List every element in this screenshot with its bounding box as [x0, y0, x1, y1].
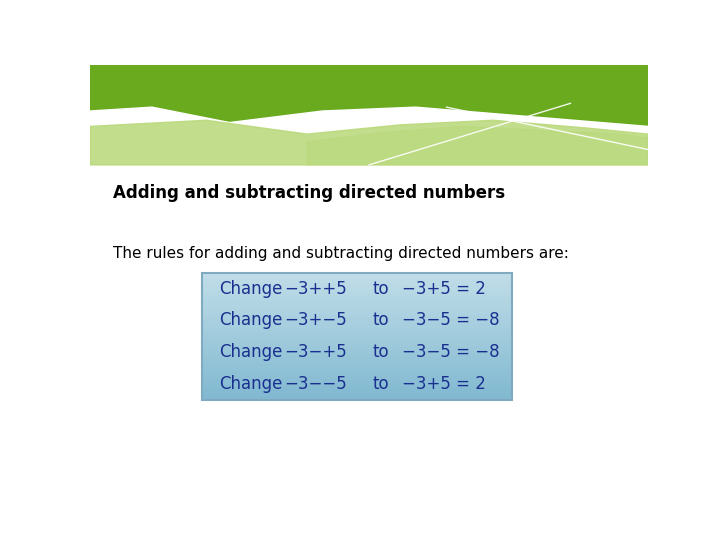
Bar: [202, 340, 513, 343]
Bar: [202, 277, 513, 279]
Bar: [202, 315, 513, 318]
Text: to: to: [373, 312, 390, 329]
Bar: [202, 381, 513, 383]
Text: −3−5 = −8: −3−5 = −8: [402, 343, 500, 361]
Bar: [202, 360, 513, 362]
Bar: [202, 374, 513, 377]
Bar: [202, 292, 513, 294]
Text: to: to: [373, 280, 390, 298]
Bar: [202, 289, 513, 292]
Bar: [202, 317, 513, 320]
Bar: [202, 300, 513, 303]
Bar: [202, 379, 513, 381]
Bar: [202, 342, 513, 345]
Text: to: to: [373, 343, 390, 361]
Polygon shape: [307, 126, 648, 165]
Bar: [202, 323, 513, 326]
Bar: [202, 326, 513, 328]
Text: −3+5 = 2: −3+5 = 2: [402, 375, 486, 393]
Bar: [202, 370, 513, 373]
Bar: [202, 368, 513, 370]
Bar: [202, 397, 513, 400]
Bar: [202, 385, 513, 387]
Bar: [202, 332, 513, 334]
Bar: [202, 366, 513, 368]
Bar: [202, 372, 513, 375]
Bar: [202, 353, 513, 356]
Bar: [202, 328, 513, 330]
Bar: [202, 273, 513, 275]
Bar: [202, 355, 513, 358]
Bar: [202, 273, 513, 400]
Text: Adding and subtracting directed numbers: Adding and subtracting directed numbers: [113, 184, 505, 202]
Bar: [202, 286, 513, 288]
Bar: [202, 395, 513, 398]
Text: −3−+5: −3−+5: [284, 343, 346, 361]
Bar: [202, 362, 513, 364]
Bar: [202, 389, 513, 392]
Bar: [202, 302, 513, 305]
Bar: [202, 357, 513, 360]
Bar: [202, 387, 513, 389]
Bar: [202, 330, 513, 333]
Text: Change: Change: [220, 280, 283, 298]
Bar: [202, 334, 513, 336]
Bar: [202, 307, 513, 309]
Bar: [202, 284, 513, 286]
Text: Change: Change: [220, 312, 283, 329]
Bar: [202, 281, 513, 284]
Text: −3+5 = 2: −3+5 = 2: [402, 280, 486, 298]
Bar: [202, 319, 513, 322]
Bar: [202, 336, 513, 339]
Bar: [202, 311, 513, 313]
Bar: [202, 351, 513, 354]
Bar: [202, 294, 513, 296]
Bar: [202, 275, 513, 278]
Polygon shape: [90, 120, 648, 165]
Bar: [202, 279, 513, 281]
Polygon shape: [90, 107, 648, 165]
Bar: [202, 392, 513, 394]
Text: −3−−5: −3−−5: [284, 375, 346, 393]
Text: −3+−5: −3+−5: [284, 312, 346, 329]
Bar: [202, 394, 513, 396]
Bar: [202, 383, 513, 386]
Bar: [202, 376, 513, 379]
Bar: [202, 298, 513, 301]
Text: The rules for adding and subtracting directed numbers are:: The rules for adding and subtracting dir…: [113, 246, 569, 261]
Bar: [202, 296, 513, 299]
Text: Change: Change: [220, 375, 283, 393]
Text: −3−5 = −8: −3−5 = −8: [402, 312, 500, 329]
Bar: [90, 65, 648, 165]
Bar: [202, 287, 513, 290]
Bar: [202, 305, 513, 307]
Bar: [202, 313, 513, 315]
Bar: [202, 364, 513, 366]
Text: to: to: [373, 375, 390, 393]
Bar: [202, 345, 513, 347]
Text: Change: Change: [220, 343, 283, 361]
Bar: [202, 309, 513, 311]
Bar: [202, 347, 513, 349]
Bar: [202, 349, 513, 352]
Bar: [202, 339, 513, 341]
Text: −3++5: −3++5: [284, 280, 346, 298]
Bar: [202, 321, 513, 324]
